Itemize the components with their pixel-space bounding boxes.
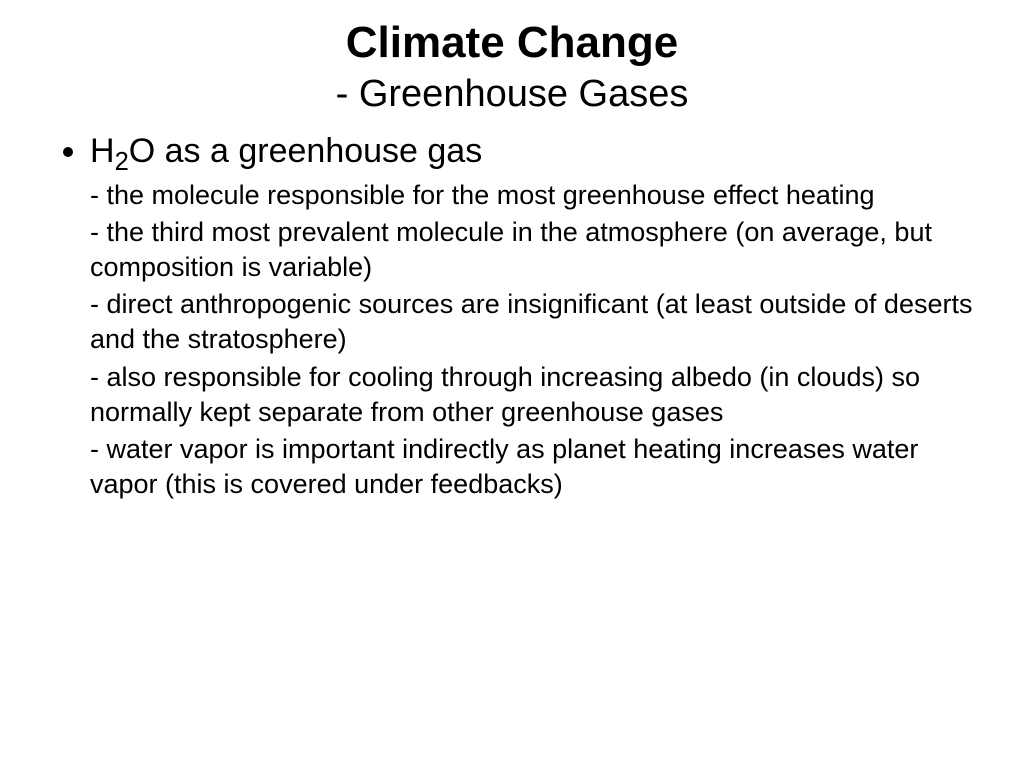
bullet-item: H2O as a greenhouse gas - the molecule r… xyxy=(90,130,984,502)
slide-subtitle: - Greenhouse Gases xyxy=(40,73,984,116)
slide-title: Climate Change xyxy=(40,18,984,69)
subpoint-3: - direct anthropogenic sources are insig… xyxy=(90,287,984,357)
bullet-list: H2O as a greenhouse gas - the molecule r… xyxy=(40,130,984,502)
slide: Climate Change - Greenhouse Gases H2O as… xyxy=(0,0,1024,768)
subpoint-2: - the third most prevalent molecule in t… xyxy=(90,215,984,285)
subpoints: - the molecule responsible for the most … xyxy=(90,178,984,502)
bullet-text-prefix: H xyxy=(90,132,115,170)
subpoint-5: - water vapor is important indirectly as… xyxy=(90,432,984,502)
bullet-text-subscript: 2 xyxy=(115,147,129,175)
subpoint-1: - the molecule responsible for the most … xyxy=(90,178,984,213)
bullet-text-suffix: O as a greenhouse gas xyxy=(129,132,482,170)
subpoint-4: - also responsible for cooling through i… xyxy=(90,360,984,430)
